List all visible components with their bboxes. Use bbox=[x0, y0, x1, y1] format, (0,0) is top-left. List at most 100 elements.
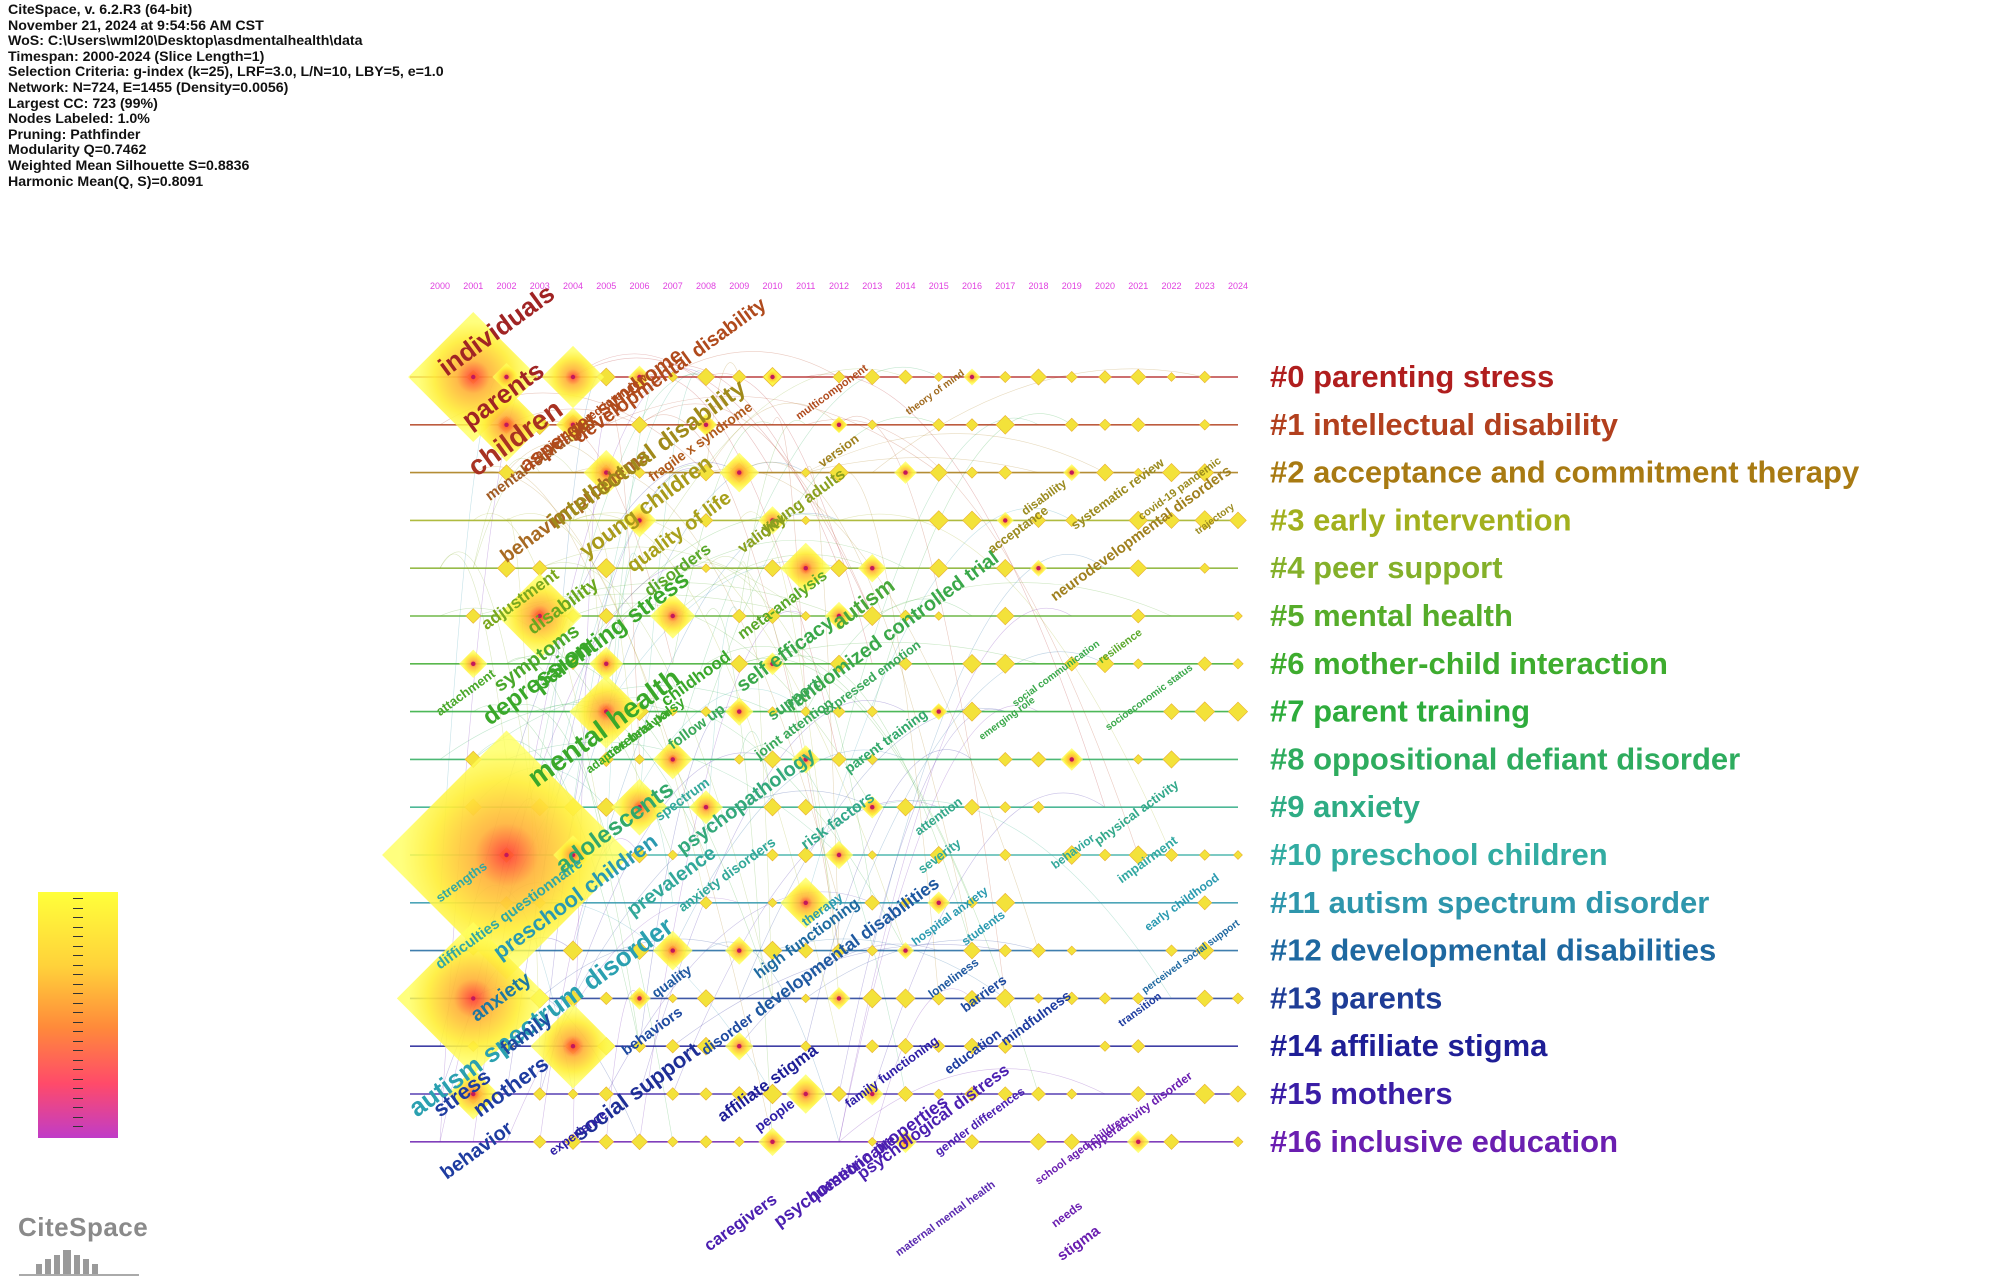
citation-arc bbox=[639, 368, 906, 569]
timeline-dot bbox=[797, 846, 814, 864]
colorbar-tick bbox=[73, 898, 83, 899]
colorbar-tick bbox=[73, 993, 83, 994]
timeline-dot bbox=[963, 1037, 981, 1055]
node-center bbox=[737, 709, 742, 714]
timeline-dot bbox=[829, 462, 849, 483]
citation-arc bbox=[705, 606, 740, 856]
term-label: behavior bbox=[437, 1117, 518, 1184]
colorbar-tick bbox=[73, 1059, 83, 1061]
node-center bbox=[803, 757, 808, 762]
node-center bbox=[703, 422, 709, 427]
citation-arc bbox=[738, 420, 806, 617]
timeline-dot bbox=[1131, 1039, 1146, 1054]
timeline-dot bbox=[829, 559, 849, 578]
header-line: November 21, 2024 at 9:54:56 AM CST bbox=[8, 17, 264, 34]
cluster-labels: #0 parenting stress #1 intellectual disab… bbox=[1270, 359, 1860, 1159]
node-center bbox=[637, 374, 642, 380]
citation-arc bbox=[871, 988, 973, 1142]
timeline-dot bbox=[964, 1134, 980, 1150]
timeline-dot bbox=[962, 701, 982, 722]
timeline-dot bbox=[965, 418, 979, 432]
year-tick-label: 2000 bbox=[430, 281, 450, 291]
timeline-dot bbox=[1132, 992, 1145, 1005]
timeline-dot bbox=[665, 1087, 680, 1101]
timeline-dot bbox=[1163, 1133, 1180, 1150]
citation-arc bbox=[606, 351, 840, 426]
timeline-dot bbox=[731, 1086, 748, 1102]
cluster-label: #3 early intervention bbox=[1270, 502, 1572, 537]
timeline-dot bbox=[995, 892, 1016, 913]
timeline-dot bbox=[1098, 370, 1112, 384]
timeline-dot bbox=[465, 608, 482, 624]
timeline-dot bbox=[1229, 511, 1247, 530]
timeline-dot bbox=[1061, 845, 1082, 865]
timeline-dot bbox=[633, 466, 646, 479]
citation-arc bbox=[705, 362, 740, 473]
term-label: family functioning bbox=[842, 1033, 941, 1111]
colorbar-tick bbox=[73, 907, 83, 909]
node-center bbox=[870, 805, 875, 810]
citation-arc bbox=[772, 645, 873, 903]
timeline-dot bbox=[999, 801, 1012, 814]
timeline-dot bbox=[1030, 368, 1047, 386]
header-line: CiteSpace, v. 6.2.R3 (64-bit) bbox=[8, 2, 193, 18]
timeline-dot bbox=[1195, 989, 1214, 1008]
citation-arc bbox=[805, 749, 973, 1047]
cluster-label: #6 mother-child interaction bbox=[1270, 646, 1668, 681]
timeline-dot bbox=[701, 563, 711, 574]
term-label: socioeconomic status bbox=[1104, 662, 1196, 733]
node-center bbox=[803, 900, 808, 905]
timeline-dot bbox=[995, 988, 1015, 1009]
timeline-dot bbox=[1163, 703, 1180, 720]
node-center bbox=[504, 422, 509, 427]
citation-arc bbox=[539, 469, 707, 856]
term-label: psychopathology bbox=[673, 743, 821, 859]
citation-arc bbox=[473, 704, 640, 1047]
citespace-header: CiteSpace, v. 6.2.R3 (64-bit) November 21… bbox=[8, 2, 444, 190]
year-tick-label: 2012 bbox=[829, 281, 849, 291]
citation-arc bbox=[472, 452, 574, 569]
timeline-dot bbox=[867, 419, 878, 431]
timeline-dot bbox=[1029, 1133, 1048, 1151]
timeline-dot bbox=[996, 558, 1015, 578]
node-center bbox=[471, 996, 476, 1001]
node-center bbox=[803, 1091, 808, 1097]
timeline-dot bbox=[564, 989, 582, 1008]
year-tick-label: 2013 bbox=[862, 281, 882, 291]
citation-arc bbox=[473, 739, 574, 808]
node-center bbox=[604, 470, 609, 475]
timeline-dot bbox=[1233, 611, 1243, 621]
term-label: maternal mental health bbox=[894, 1179, 998, 1259]
timeline-dot bbox=[1130, 608, 1146, 624]
timeline-dot bbox=[1130, 417, 1146, 433]
timeline-dot bbox=[933, 372, 944, 382]
node-center bbox=[836, 613, 842, 619]
colorbar-tick bbox=[73, 1097, 83, 1099]
cluster-label: #1 intellectual disability bbox=[1270, 407, 1619, 442]
citation-arc bbox=[805, 419, 1139, 856]
timeline-dot bbox=[762, 1083, 783, 1105]
timeline-dot bbox=[898, 369, 913, 385]
timeline-dot bbox=[1199, 562, 1211, 574]
cluster-label: #7 parent training bbox=[1270, 694, 1530, 729]
timeline-dot bbox=[1199, 419, 1211, 431]
colorbar-tick bbox=[73, 945, 83, 947]
timeline-dot bbox=[598, 608, 615, 624]
node-center bbox=[570, 1044, 576, 1049]
timeline-dot bbox=[598, 1134, 615, 1150]
cluster-nodes bbox=[382, 311, 1249, 1156]
timeline-dot bbox=[933, 1088, 945, 1100]
citation-arc bbox=[572, 790, 873, 999]
colorbar-tick bbox=[73, 1040, 83, 1042]
timeline-dot bbox=[631, 1133, 648, 1151]
citation-arc bbox=[739, 641, 1039, 665]
colorbar-tick bbox=[73, 1078, 83, 1080]
timeline-dot bbox=[800, 993, 811, 1004]
citation-arc bbox=[672, 367, 939, 760]
citation-arc bbox=[705, 402, 840, 473]
citation-arc bbox=[838, 1068, 1106, 1143]
timeline-dot bbox=[1194, 701, 1215, 722]
citation-arc bbox=[672, 944, 1006, 1047]
timeline-dot bbox=[898, 656, 913, 671]
timeline-dot bbox=[999, 848, 1012, 862]
